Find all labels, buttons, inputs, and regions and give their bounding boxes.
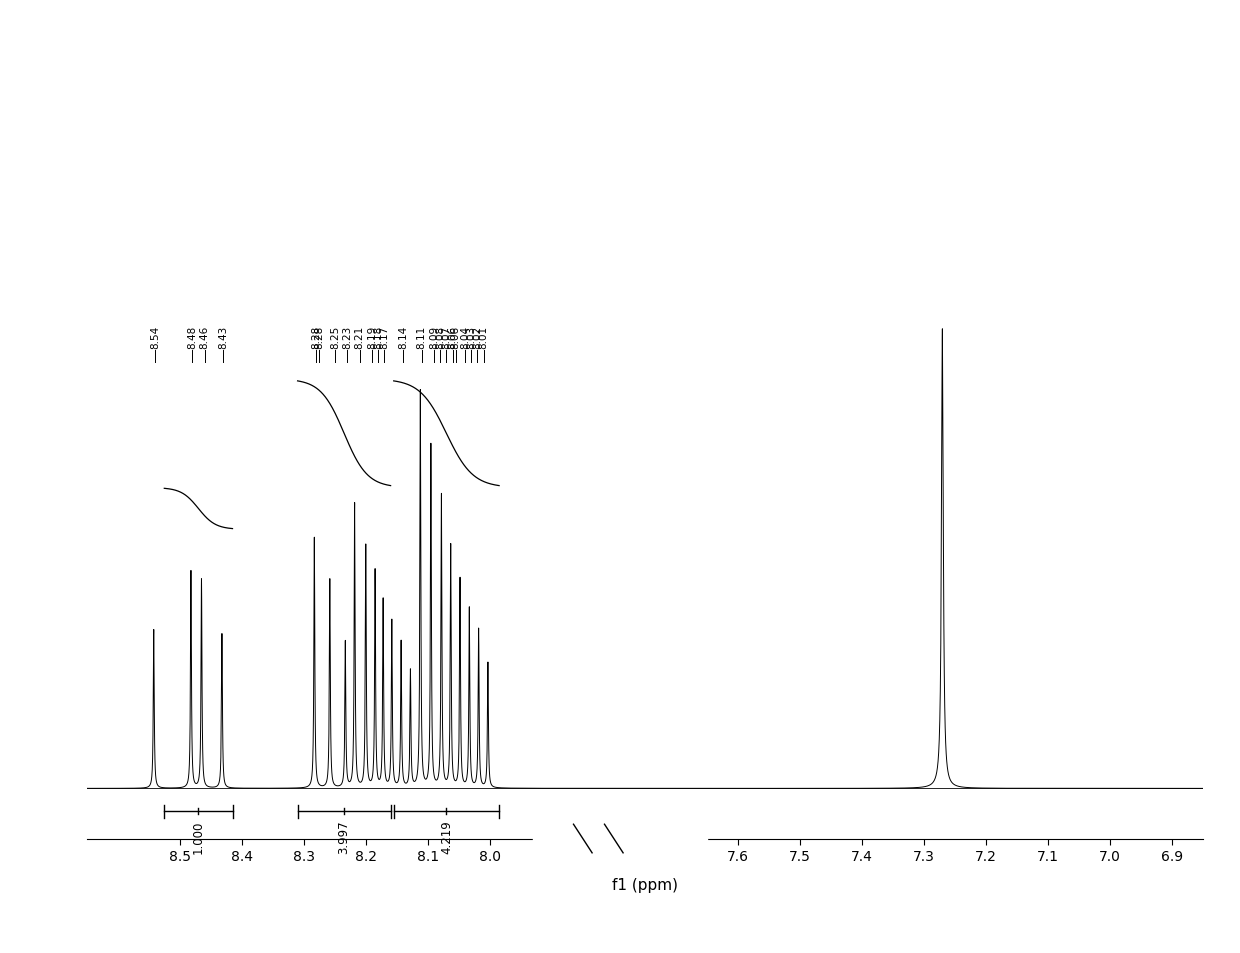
Text: 8.08: 8.08 [435, 325, 445, 348]
Text: 8.48: 8.48 [187, 325, 197, 348]
Text: 8.17: 8.17 [379, 325, 389, 348]
X-axis label: f1 (ppm): f1 (ppm) [611, 877, 678, 892]
Text: 8.23: 8.23 [342, 325, 352, 348]
Text: 8.01: 8.01 [479, 325, 489, 348]
Text: 8.28: 8.28 [314, 325, 325, 348]
Text: 8.18: 8.18 [373, 325, 383, 348]
Text: 8.11: 8.11 [417, 325, 427, 348]
Text: 4.219: 4.219 [440, 820, 453, 854]
Text: 8.28: 8.28 [311, 325, 321, 348]
Text: 8.43: 8.43 [218, 325, 228, 348]
Text: 8.14: 8.14 [398, 325, 408, 348]
Text: 8.02: 8.02 [472, 325, 482, 348]
Text: 8.46: 8.46 [200, 325, 210, 348]
Bar [533, 833, 707, 844]
Text: 8.25: 8.25 [330, 325, 340, 348]
Text: 8.04: 8.04 [460, 325, 470, 348]
Text: 8.21: 8.21 [355, 325, 365, 348]
Text: 8.19: 8.19 [367, 325, 377, 348]
Text: 3.997: 3.997 [337, 820, 351, 854]
Text: 1.000: 1.000 [192, 820, 205, 853]
Text: 8.06: 8.06 [448, 325, 458, 348]
Text: 8.09: 8.09 [429, 325, 439, 348]
Text: 8.07: 8.07 [441, 325, 451, 348]
Text: 8.06: 8.06 [450, 325, 461, 348]
Text: 8.03: 8.03 [466, 325, 476, 348]
Text: 8.54: 8.54 [150, 325, 160, 348]
